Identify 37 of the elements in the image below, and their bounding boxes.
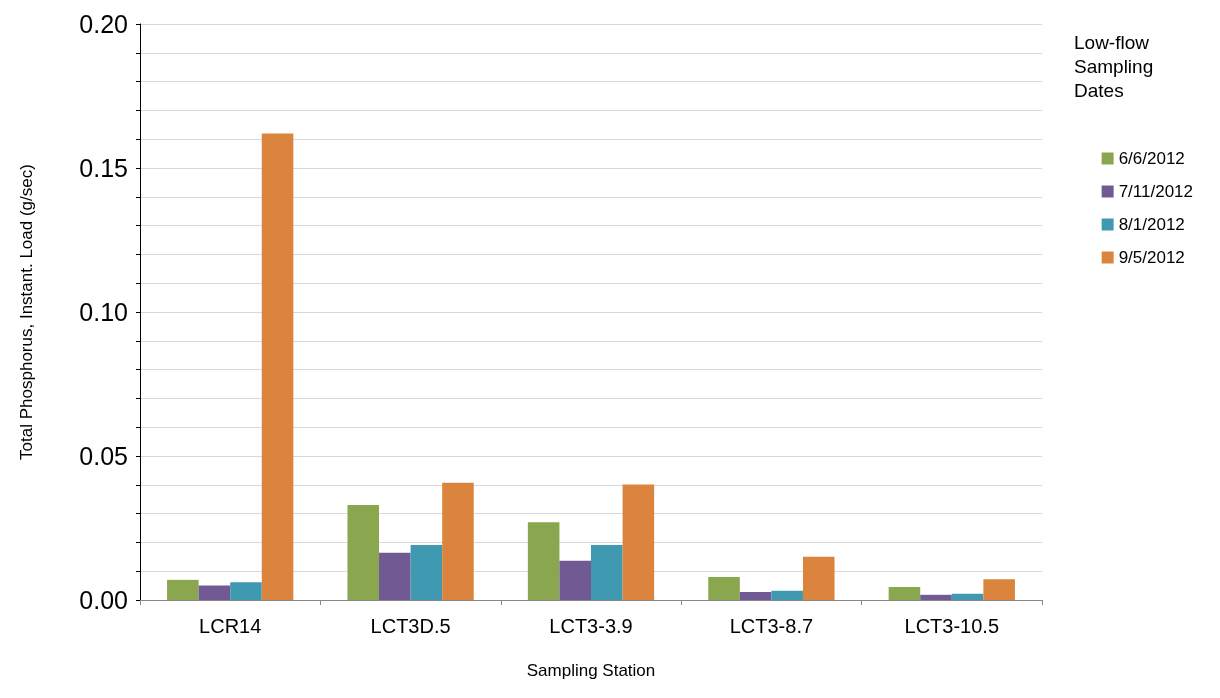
bar <box>347 504 380 600</box>
bar <box>230 582 262 600</box>
legend-label: 6/6/2012 <box>1118 149 1185 168</box>
bar <box>591 544 623 600</box>
y-axis-title: Total Phosphorus, Instant. Load (g/sec) <box>17 164 36 460</box>
bar <box>983 579 1015 600</box>
x-tick-label: LCT3-3.9 <box>549 615 633 637</box>
x-tick-label: LCT3-10.5 <box>904 615 1000 637</box>
bar <box>920 594 952 600</box>
y-tick-label: 0.05 <box>79 442 128 470</box>
y-tick-label: 0.10 <box>79 298 128 326</box>
bar <box>167 579 199 600</box>
bar <box>888 587 921 600</box>
x-tick-label: LCT3-8.7 <box>729 615 814 637</box>
bar <box>261 133 294 600</box>
legend-label: 9/5/2012 <box>1118 248 1185 267</box>
bar <box>410 544 443 600</box>
bar <box>622 484 655 600</box>
bar <box>739 591 772 600</box>
bar <box>802 556 835 600</box>
legend-label: 8/1/2012 <box>1118 215 1185 234</box>
bar <box>559 560 591 600</box>
bar <box>442 482 474 600</box>
bar <box>379 552 411 600</box>
y-tick-label: 0.15 <box>79 154 128 182</box>
bar <box>951 593 984 600</box>
x-tick-label: LCR14 <box>199 615 262 637</box>
bar <box>198 585 231 600</box>
y-tick-label: 0.20 <box>79 10 128 38</box>
y-tick-label: 0.00 <box>79 586 128 614</box>
x-axis-title: Sampling Station <box>526 661 656 680</box>
legend-title: Low-flow Sampling Dates <box>1074 31 1159 101</box>
x-tick-label: LCT3D.5 <box>370 615 451 637</box>
bar <box>708 576 740 600</box>
bar <box>527 522 560 600</box>
bar <box>771 590 803 600</box>
legend-label: 7/11/2012 <box>1118 182 1194 201</box>
